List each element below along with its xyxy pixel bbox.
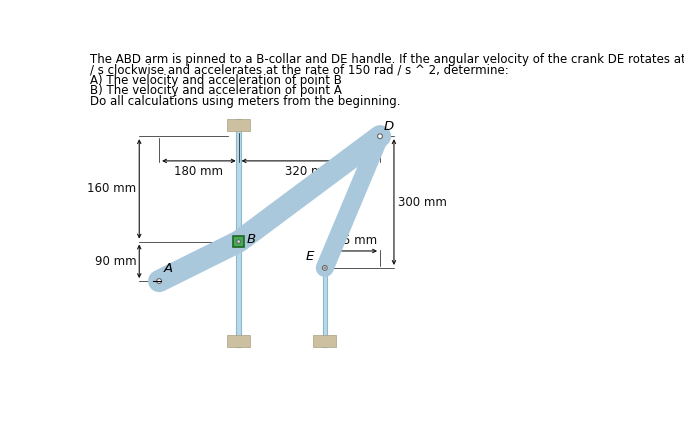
Text: / s clockwise and accelerates at the rate of 150 rad / s ^ 2, determine:: / s clockwise and accelerates at the rat… [90,64,509,76]
Bar [233,236,244,247]
Text: A) The velocity and acceleration of point B: A) The velocity and acceleration of poin… [90,74,342,87]
Text: 180 mm: 180 mm [174,165,224,178]
Text: B: B [247,233,256,246]
Text: E: E [306,250,314,264]
Text: 125 mm: 125 mm [328,234,377,247]
Circle shape [322,266,327,270]
Circle shape [378,134,382,139]
Bar [313,334,337,347]
Text: A: A [163,262,173,275]
Text: B) The velocity and acceleration of point A: B) The velocity and acceleration of poin… [90,85,342,97]
Circle shape [157,279,161,283]
Text: Do all calculations using meters from the beginning.: Do all calculations using meters from th… [90,95,401,108]
Text: The ABD arm is pinned to a B-collar and DE handle. If the angular velocity of th: The ABD arm is pinned to a B-collar and … [90,53,684,66]
Bar [227,334,250,347]
Bar [236,119,241,347]
Circle shape [324,267,326,269]
Text: 300 mm: 300 mm [398,196,447,209]
Text: 90 mm: 90 mm [94,255,136,268]
Text: 160 mm: 160 mm [87,182,136,196]
Bar [323,250,327,347]
Text: 320 mm: 320 mm [285,165,334,178]
Text: D: D [384,120,394,133]
Circle shape [237,240,241,244]
Bar [227,119,250,131]
